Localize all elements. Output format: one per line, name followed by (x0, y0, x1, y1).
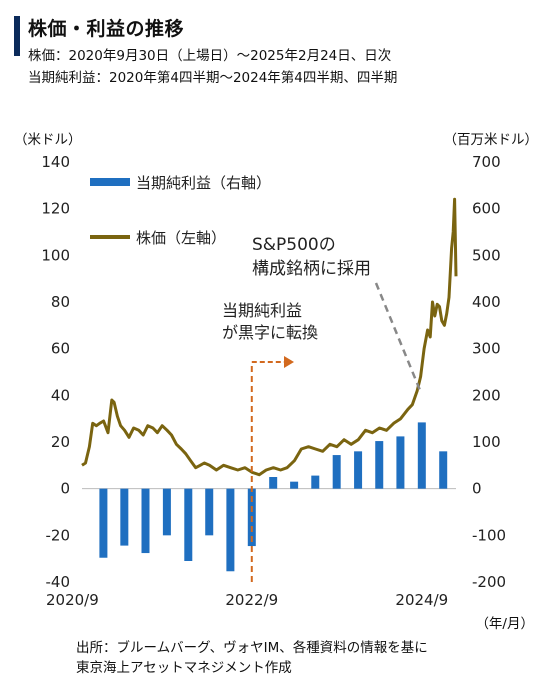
left-tick-label: -20 (46, 526, 71, 544)
left-tick-label: 40 (51, 386, 70, 404)
profit-annotation-text: 当期純利益 (222, 301, 302, 320)
profit-annotation-arrowhead (284, 356, 294, 368)
right-tick-label: -100 (472, 526, 506, 544)
x-axis-unit: （年/月） (475, 616, 534, 632)
right-tick-label: 600 (472, 200, 501, 218)
income-bar (354, 451, 363, 489)
title-accent-bar (14, 16, 20, 56)
x-tick-label: 2020/9 (46, 591, 99, 609)
income-bar (99, 488, 108, 558)
profit-annotation-text: が黒字に転換 (222, 323, 318, 342)
income-bar (184, 488, 193, 561)
income-bar (439, 451, 448, 489)
stock-price-line (81, 197, 458, 477)
sp500-annotation-pointer (374, 282, 422, 392)
source-note-line1: 出所：ブルームバーグ、ヴォヤIM、各種資料の情報を基に (76, 640, 428, 656)
right-tick-label: 0 (472, 480, 482, 498)
left-tick-label: 120 (41, 200, 70, 218)
sp500-annotation-text: S&P500の (252, 235, 336, 255)
income-bar (332, 455, 341, 489)
right-tick-label: -200 (472, 573, 506, 591)
left-tick-label: -40 (46, 573, 71, 591)
income-bar (162, 488, 171, 536)
right-tick-label: 100 (472, 433, 501, 451)
income-bar (311, 475, 320, 489)
right-tick-label: 200 (472, 386, 501, 404)
left-tick-label: 20 (51, 433, 70, 451)
left-tick-label: 0 (60, 480, 70, 498)
x-tick-label: 2024/9 (395, 591, 448, 609)
right-tick-label: 700 (472, 153, 501, 171)
source-note-line2: 東京海上アセットマネジメント作成 (76, 660, 292, 676)
income-bar (417, 422, 426, 489)
legend-label-income: 当期純利益（右軸） (136, 174, 271, 192)
income-bar (141, 488, 150, 554)
chart-subtitle-price: 株価：2020年9月30日（上場日）～2025年2月24日、日次 (28, 48, 392, 64)
left-tick-label: 60 (51, 340, 70, 358)
right-tick-label: 300 (472, 340, 501, 358)
income-bar (375, 441, 384, 489)
income-bar (269, 477, 278, 489)
left-tick-label: 80 (51, 293, 70, 311)
sp500-annotation-text: 構成銘柄に採用 (252, 259, 371, 279)
income-bar (396, 436, 405, 489)
chart-title: 株価・利益の推移 (28, 18, 185, 40)
income-bar (205, 488, 214, 536)
right-tick-label: 500 (472, 246, 501, 264)
legend-label-price: 株価（左軸） (136, 229, 226, 247)
left-tick-label: 100 (41, 246, 70, 264)
right-tick-label: 400 (472, 293, 501, 311)
x-tick-label: 2022/9 (225, 591, 278, 609)
chart-subtitle-income: 当期純利益：2020年第4四半期～2024年第4四半期、四半期 (28, 70, 398, 86)
income-bar (120, 488, 129, 546)
left-axis-unit: （米ドル） (14, 132, 82, 148)
right-axis-unit: （百万米ドル） (443, 132, 539, 148)
income-bar (290, 481, 299, 489)
legend-swatch-income (90, 178, 130, 186)
left-tick-label: 140 (41, 153, 70, 171)
income-bar (226, 488, 235, 572)
